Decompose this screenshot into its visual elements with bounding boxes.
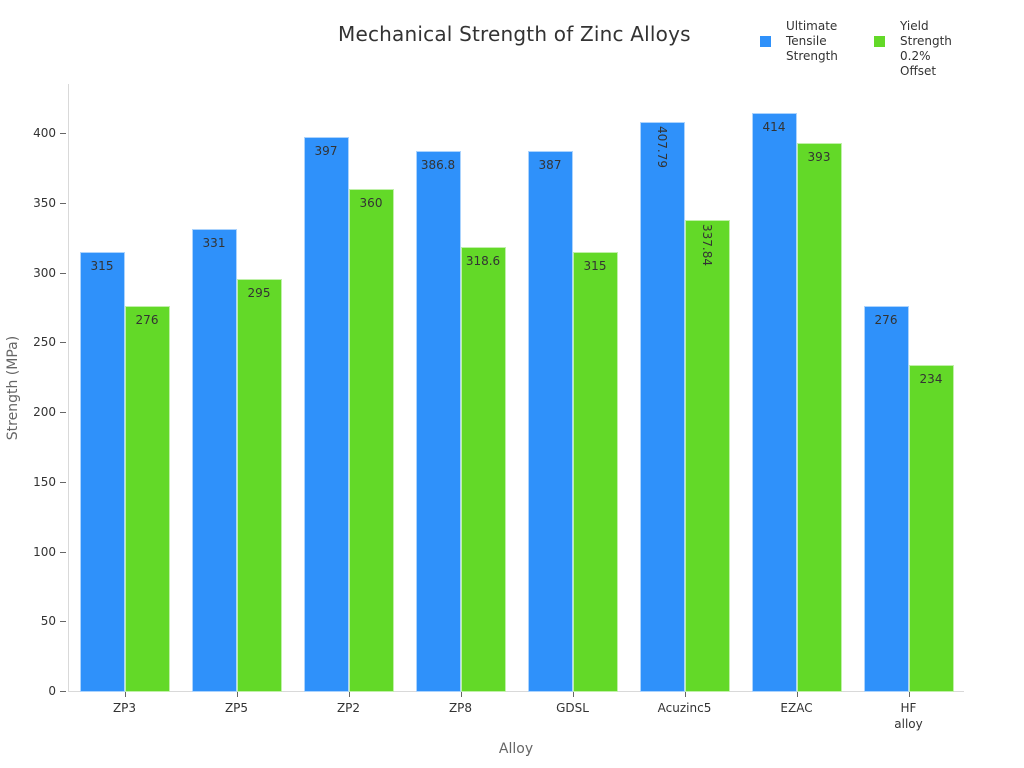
bar-yield[interactable]: 393 xyxy=(796,142,842,692)
bar-uts[interactable]: 407.79 xyxy=(639,122,685,692)
y-tick xyxy=(60,133,66,134)
y-tick xyxy=(60,621,66,623)
y-tick-label: 0 xyxy=(48,684,56,698)
y-tick-label: 50 xyxy=(40,614,56,629)
x-tick-label: ZP2 xyxy=(336,701,361,715)
legend-item-uts[interactable]: Ultimate Tensile Strength xyxy=(760,19,856,79)
x-tick xyxy=(908,692,910,697)
bar-uts[interactable]: 397 xyxy=(303,137,349,692)
x-tick-label: EZAC xyxy=(780,701,813,715)
y-tick xyxy=(60,551,66,553)
bar-value-label: 414 xyxy=(762,120,786,135)
y-tick xyxy=(60,412,66,413)
bar-value-label: 318.6 xyxy=(465,253,501,268)
y-tick xyxy=(60,202,66,204)
x-tick xyxy=(460,692,462,697)
bar-value-label: 360 xyxy=(359,195,383,210)
bar-value-label: 407.79 xyxy=(655,126,669,169)
bar-yield[interactable]: 337.84 xyxy=(684,219,730,692)
y-axis-line xyxy=(68,84,69,692)
bar-value-label: 397 xyxy=(314,144,338,159)
bar-yield[interactable]: 360 xyxy=(348,188,394,692)
bar-yield[interactable]: 315 xyxy=(572,251,618,692)
legend-item-yield[interactable]: Yield Strength 0.2% Offset xyxy=(874,19,970,79)
bar-uts[interactable]: 386.8 xyxy=(415,151,461,692)
y-tick xyxy=(60,342,66,344)
bar-value-label: 315 xyxy=(583,258,607,273)
x-tick xyxy=(572,692,574,697)
bar-yield[interactable]: 318.6 xyxy=(460,246,506,692)
bar-value-label: 276 xyxy=(874,312,898,327)
bar-value-label: 393 xyxy=(807,149,831,164)
bar-uts[interactable]: 276 xyxy=(863,305,909,692)
legend-swatch-yield xyxy=(874,36,885,47)
x-tick-label: Acuzinc5 xyxy=(657,701,712,715)
y-tick-label: 400 xyxy=(33,126,56,140)
bar-value-label: 276 xyxy=(135,312,159,327)
y-tick-label: 250 xyxy=(33,335,56,350)
legend: Ultimate Tensile Strength Yield Strength… xyxy=(760,19,970,79)
x-tick-label: ZP8 xyxy=(448,701,473,715)
bar-uts[interactable]: 315 xyxy=(79,251,125,692)
bar-uts[interactable]: 414 xyxy=(751,113,797,692)
y-tick-label: 100 xyxy=(33,544,56,559)
y-tick-label: 150 xyxy=(33,474,56,489)
y-tick xyxy=(60,272,66,274)
y-tick-label: 350 xyxy=(33,195,56,210)
bar-uts[interactable]: 331 xyxy=(191,229,237,692)
legend-swatch-uts xyxy=(760,36,771,47)
y-axis-label: Strength (MPa) xyxy=(5,335,21,441)
y-tick xyxy=(60,691,66,692)
x-tick xyxy=(348,692,350,697)
y-tick-label: 300 xyxy=(33,265,56,280)
y-tick-label: 200 xyxy=(33,405,56,419)
bar-yield[interactable]: 234 xyxy=(908,364,954,692)
legend-label-uts: Ultimate Tensile Strength xyxy=(786,19,838,63)
x-tick-label: ZP3 xyxy=(112,701,137,715)
bar-value-label: 315 xyxy=(90,258,114,273)
x-axis-label: Alloy xyxy=(498,741,534,757)
bar-value-label: 295 xyxy=(247,286,271,301)
x-tick xyxy=(796,692,798,697)
bar-yield[interactable]: 295 xyxy=(236,279,282,692)
bar-value-label: 386.8 xyxy=(420,158,456,173)
x-tick-label: GDSL xyxy=(556,701,589,715)
chart-title: Mechanical Strength of Zinc Alloys xyxy=(338,22,691,46)
bar-value-label: 337.84 xyxy=(700,223,714,266)
x-tick xyxy=(124,692,126,697)
x-tick-label: HF alloy xyxy=(894,701,923,731)
legend-label-yield: Yield Strength 0.2% Offset xyxy=(900,19,952,78)
bar-value-label: 331 xyxy=(202,236,226,251)
x-tick xyxy=(684,692,686,697)
bar-value-label: 387 xyxy=(538,158,562,173)
x-axis-line xyxy=(68,691,964,692)
bar-yield[interactable]: 276 xyxy=(124,305,170,692)
x-tick-label: ZP5 xyxy=(224,701,249,715)
bar-value-label: 234 xyxy=(919,371,943,386)
bar-uts[interactable]: 387 xyxy=(527,151,573,692)
x-tick xyxy=(236,692,238,697)
y-tick xyxy=(60,481,66,483)
